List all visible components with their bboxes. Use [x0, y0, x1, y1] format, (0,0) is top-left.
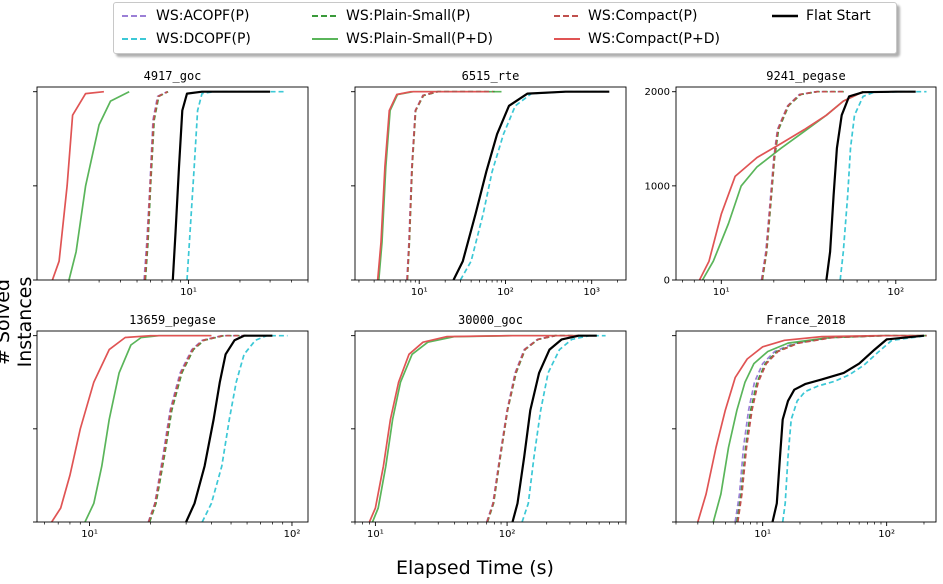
legend-label: WS:Plain-Small(P)	[346, 8, 471, 24]
series-line-ws-plain-small-p-d-	[84, 334, 212, 522]
series-line-ws-compact-p-d-	[50, 334, 212, 522]
legend-item-plain-small-p: WS:Plain-Small(P)	[312, 6, 470, 26]
series-line-ws-compact-p-d-	[51, 90, 104, 280]
subplot-title: 9241_pegase	[766, 69, 845, 83]
x-axis-label: Elapsed Time (s)	[396, 557, 554, 579]
subplot-France_2018: France_2018 10¹ 10²	[672, 313, 937, 540]
subplot-title: 4917_goc	[144, 69, 202, 83]
series-line-ws-dcopf-p-	[201, 334, 288, 522]
series-line-ws-plain-small-p-	[148, 334, 250, 522]
series-line-flat-start	[825, 90, 916, 280]
series-line-flat-start	[771, 334, 925, 522]
legend-label: WS:ACOPF(P)	[156, 8, 250, 24]
y-tick-label: 2000	[645, 87, 670, 98]
y-tick-label: 1000	[645, 181, 670, 192]
subplot-13659_pegase: 13659_pegase 10¹ 10²	[33, 313, 309, 540]
x-tick-label: 10¹	[180, 287, 197, 298]
series-line-ws-compact-p-	[406, 90, 494, 280]
subplot-title: 30000_goc	[458, 313, 523, 327]
series-line-flat-start	[511, 334, 597, 522]
subplot-title: 6515_rte	[462, 69, 520, 83]
series-line-flat-start	[171, 90, 271, 280]
x-tick-label: 10²	[499, 529, 516, 540]
legend-label: WS:DCOPF(P)	[156, 31, 251, 47]
subplot-9241_pegase: 9241_pegase 0 1000 2000 10¹ 10²	[645, 69, 937, 298]
legend-label: WS:Compact(P+D)	[588, 31, 720, 47]
x-tick-label: 10³	[583, 287, 600, 298]
x-tick-label: 10²	[497, 287, 514, 298]
series-line-ws-plain-small-p-d-	[712, 334, 927, 522]
subplot-title: France_2018	[766, 313, 845, 327]
series-line-ws-compact-p-d-	[696, 334, 924, 522]
series-line-ws-compact-p-d-	[376, 90, 487, 280]
series-group	[376, 90, 610, 280]
series-line-ws-compact-p-d-	[368, 334, 579, 522]
subplot-title: 13659_pegase	[129, 313, 216, 327]
legend: WS:ACOPF(P) WS:DCOPF(P) WS:Plain-Small(P…	[113, 2, 897, 54]
series-group	[696, 334, 927, 522]
series-line-ws-compact-p-	[147, 334, 249, 522]
series-line-ws-dcopf-p-	[781, 334, 927, 522]
x-tick-label: 10¹	[713, 287, 730, 298]
legend-item-compact-pd: WS:Compact(P+D)	[554, 29, 720, 49]
x-tick-label: 10²	[887, 287, 904, 298]
x-tick-label: 10¹	[367, 529, 384, 540]
series-line-ws-acopf-p-	[406, 90, 493, 280]
plot-frame	[36, 330, 309, 523]
legend-item-acopf: WS:ACOPF(P)	[122, 6, 249, 26]
legend-item-dcopf: WS:DCOPF(P)	[122, 29, 251, 49]
series-group	[50, 334, 288, 522]
subplot-6515_rte: 6515_rte 10¹ 10² 10³	[351, 69, 627, 298]
plot-frame	[354, 330, 627, 523]
series-line-flat-start	[452, 90, 610, 280]
series-line-ws-compact-p-d-	[698, 90, 864, 280]
series-line-ws-plain-small-p-	[144, 90, 169, 280]
legend-item-compact-p: WS:Compact(P)	[554, 6, 697, 26]
series-line-ws-compact-p-	[143, 90, 168, 280]
x-tick-label: 10¹	[754, 529, 771, 540]
subplot-30000_goc: 30000_goc 10¹ 10²	[351, 313, 627, 540]
y-tick-label: 0	[664, 276, 670, 287]
series-line-ws-dcopf-p-	[839, 90, 927, 280]
series-line-ws-compact-p-	[761, 90, 845, 280]
legend-item-flat-start: Flat Start	[772, 6, 871, 26]
series-line-ws-plain-small-p-	[486, 334, 580, 522]
x-tick-label: 10²	[878, 529, 895, 540]
series-line-ws-acopf-p-	[485, 334, 579, 522]
series-line-ws-compact-p-	[486, 334, 579, 522]
x-tick-label: 10²	[284, 529, 301, 540]
series-line-ws-dcopf-p-	[186, 90, 284, 280]
series-group	[368, 334, 606, 522]
series-group	[698, 90, 927, 280]
legend-label: WS:Plain-Small(P+D)	[346, 31, 493, 47]
plot-frame	[675, 86, 937, 281]
plot-frame	[36, 86, 309, 281]
legend-label: WS:Compact(P)	[588, 8, 698, 24]
plot-frame	[675, 330, 937, 523]
series-line-ws-acopf-p-	[734, 334, 927, 522]
series-line-ws-compact-p-	[736, 334, 927, 522]
subplot-4917_goc: 4917_goc 10¹	[33, 69, 309, 298]
series-line-ws-plain-small-p-d-	[68, 90, 130, 280]
x-tick-label: 10¹	[411, 287, 428, 298]
plot-frame	[354, 86, 627, 281]
series-line-ws-dcopf-p-	[521, 334, 606, 522]
y-axis-label: # Solved Instances	[0, 276, 36, 368]
legend-item-plain-small-pd: WS:Plain-Small(P+D)	[312, 29, 493, 49]
x-tick-label: 10¹	[81, 529, 98, 540]
series-line-flat-start	[185, 334, 273, 522]
series-group	[51, 90, 284, 280]
legend-label: Flat Start	[806, 8, 871, 24]
